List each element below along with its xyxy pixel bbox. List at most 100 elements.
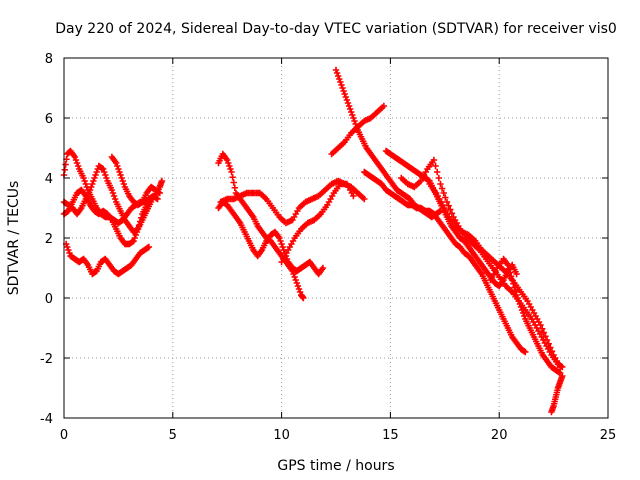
data-point <box>226 162 233 170</box>
data-point <box>296 288 304 296</box>
y-tick-label: 6 <box>45 112 53 127</box>
data-point <box>512 288 519 295</box>
data-point <box>116 168 123 176</box>
data-point <box>510 280 517 287</box>
data-point <box>277 237 284 245</box>
data-point <box>507 273 515 280</box>
data-point <box>145 243 153 251</box>
data-point <box>229 174 236 181</box>
data-point <box>88 183 95 191</box>
data-point <box>537 321 544 329</box>
data-point <box>130 237 137 245</box>
data-point <box>66 249 73 257</box>
data-point <box>113 159 120 167</box>
data-point <box>224 156 231 164</box>
grid-lines <box>64 58 608 418</box>
data-point <box>81 177 88 185</box>
data-point <box>74 162 82 170</box>
data-point <box>61 166 69 173</box>
data-point <box>80 174 87 182</box>
data-point <box>513 291 520 299</box>
y-tick-label: -4 <box>40 412 53 427</box>
x-tick-label: 15 <box>382 428 399 443</box>
data-point <box>293 279 301 287</box>
data-point <box>82 180 89 188</box>
data-point <box>292 276 299 284</box>
data-point <box>540 329 548 336</box>
data-point <box>559 372 566 380</box>
data-point <box>119 177 126 185</box>
data-point <box>231 184 239 191</box>
data-point <box>230 179 237 186</box>
y-tick-label: 0 <box>45 292 53 307</box>
data-point <box>110 192 118 200</box>
data-point <box>279 243 286 251</box>
data-point <box>433 168 441 176</box>
data-point <box>101 168 108 176</box>
data-point <box>103 174 110 182</box>
data-point <box>342 93 349 101</box>
data-point <box>538 325 546 332</box>
data-point <box>108 186 116 194</box>
data-point <box>111 195 119 203</box>
data-point <box>62 161 69 168</box>
data-point <box>521 312 528 320</box>
data-point <box>117 171 124 179</box>
data-point <box>556 363 564 371</box>
data-point <box>346 105 354 113</box>
y-tick-labels: -4 -2 0 2 4 6 8 <box>40 52 53 427</box>
data-point <box>228 168 235 176</box>
data-point <box>443 198 451 206</box>
data-point <box>351 117 358 125</box>
x-tick-label: 25 <box>600 428 617 443</box>
data-point <box>147 198 155 206</box>
data-point <box>361 195 368 203</box>
y-tick-label: 8 <box>45 52 53 67</box>
data-point <box>511 284 518 291</box>
data-point <box>514 294 521 302</box>
data-point <box>118 174 125 182</box>
data-point <box>445 202 452 209</box>
series-track-7 <box>215 198 327 278</box>
data-point <box>90 177 97 185</box>
data-point <box>437 180 444 188</box>
x-tick-labels: 0 5 10 15 20 25 <box>60 428 616 443</box>
data-point <box>319 264 327 272</box>
x-tick-label: 20 <box>491 428 508 443</box>
data-point <box>73 159 81 167</box>
data-point <box>432 162 439 170</box>
data-point <box>109 189 117 197</box>
data-point <box>227 165 234 173</box>
data-point <box>438 185 446 192</box>
data-point <box>158 177 166 185</box>
data-point <box>506 269 514 276</box>
data-point <box>513 270 520 278</box>
data-point <box>338 81 345 89</box>
data-point <box>518 306 526 314</box>
data-point <box>91 174 98 182</box>
data-point <box>339 84 346 92</box>
data-point <box>447 206 454 213</box>
data-point <box>115 165 122 173</box>
data-point <box>348 108 355 116</box>
data-point <box>65 246 72 254</box>
series-track-16 <box>487 255 564 377</box>
data-point <box>102 171 109 179</box>
x-tick-label: 10 <box>273 428 290 443</box>
data-point <box>349 111 356 119</box>
y-tick-label: -2 <box>40 352 53 367</box>
data-point <box>336 75 343 83</box>
chart-title: Day 220 of 2024, Sidereal Day-to-day VTE… <box>55 21 617 37</box>
data-point <box>344 99 352 107</box>
data-point <box>93 168 100 176</box>
x-tick-label: 5 <box>169 428 177 443</box>
data-point <box>295 285 303 293</box>
data-point <box>504 261 512 269</box>
data-point <box>332 66 340 74</box>
data-point <box>345 102 353 110</box>
data-point <box>509 276 516 284</box>
data-point <box>114 162 121 170</box>
data-point <box>442 194 449 201</box>
series-track-11 <box>328 102 388 158</box>
data-point <box>71 153 79 161</box>
